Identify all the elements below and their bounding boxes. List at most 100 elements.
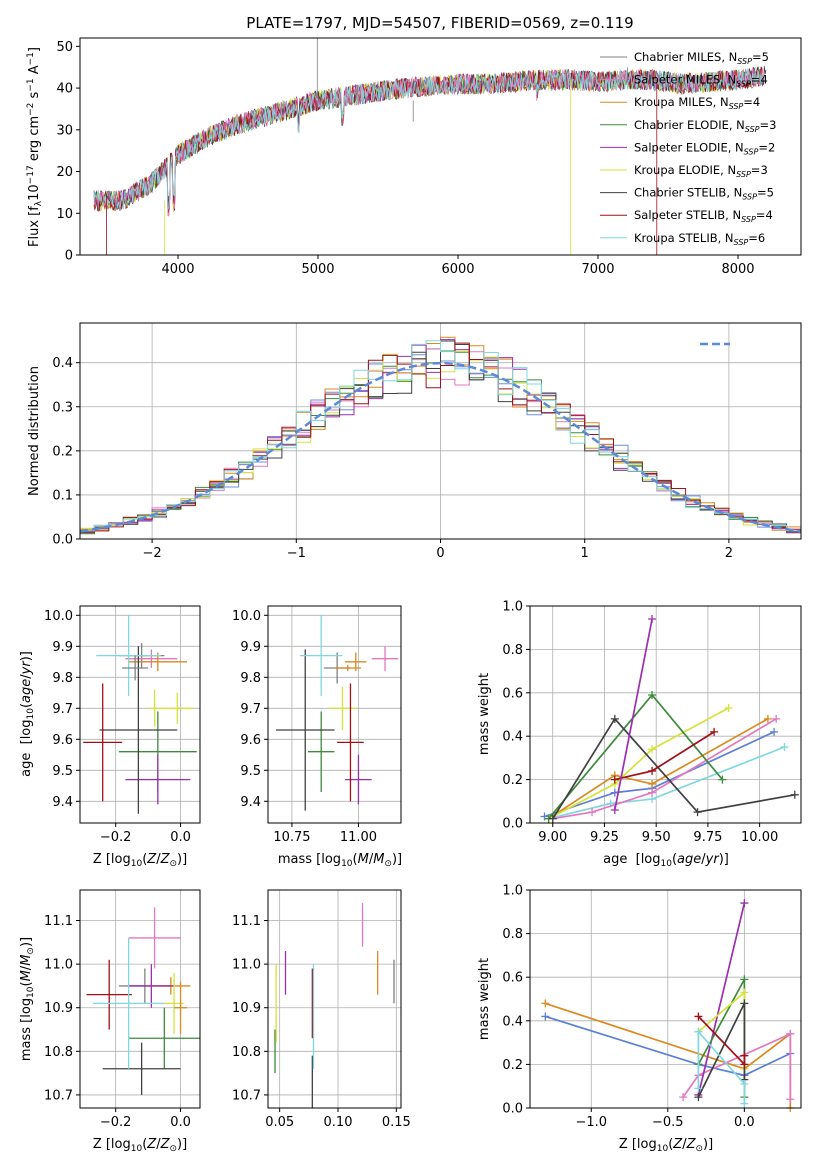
x-tick-label: 5000: [301, 262, 334, 277]
panel-weight-vs-age: 9.00 9.25 9.50 9.75 10.00 0.0 0.2 0.4 0.6 0.8 1.0 a…: [477, 600, 802, 869]
y-tick-label: 0.2: [502, 1058, 523, 1073]
weight-line-0: [545, 1015, 791, 1077]
legend-nssp-value: 5: [762, 50, 769, 64]
weight-marker: [740, 1080, 749, 1089]
weight-marker: [718, 775, 727, 784]
legend-nssp-eq: =: [760, 118, 770, 132]
legend-nssp-eq: =: [748, 231, 758, 245]
weight-marker: [648, 690, 657, 699]
legend-name: Kroupa STELIB: [634, 231, 718, 245]
y-tick-label: 11.0: [232, 958, 261, 973]
normal-curve: [80, 361, 801, 533]
legend-name: Kroupa ELODIE: [634, 163, 720, 177]
y-tick-label: 10: [56, 207, 73, 222]
y-tick-label: 10.9: [44, 1001, 73, 1016]
y-tick-label: 0.8: [502, 643, 523, 658]
x-tick-label: −1.0: [575, 1115, 607, 1130]
x-tick-label: 9.75: [693, 830, 722, 845]
y-tick-label: 0.0: [52, 533, 73, 548]
y-tick-label: 0.4: [52, 356, 73, 371]
plot-frame: [79, 605, 201, 824]
legend-nssp-prefix: , N: [720, 73, 736, 87]
x-tick-label: 1: [581, 546, 589, 561]
weight-marker: [548, 814, 557, 823]
legend-nssp-sub: SSP: [734, 238, 749, 247]
y-axis-label: mass weight: [477, 958, 492, 1040]
legend-label: Salpeter MILES, NSSP=4: [634, 73, 768, 89]
legend-label: Kroupa MILES, NSSP=4: [634, 95, 760, 111]
y-tick-label: 0.0: [502, 1102, 523, 1117]
x-tick-label: 6000: [441, 262, 474, 277]
legend-nssp-eq: =: [751, 73, 761, 87]
x-tick-label: 4000: [161, 262, 194, 277]
x-axis-label: Z [log10(Z/Z⊙)]: [93, 1137, 187, 1154]
legend-nssp-sub: SSP: [744, 147, 759, 156]
y-tick-label: 9.8: [52, 671, 73, 686]
y-tick-label: 1.0: [502, 884, 523, 899]
weight-line-6: [552, 717, 795, 820]
legend-nssp-prefix: , N: [718, 231, 734, 245]
y-tick-label: 10.7: [44, 1088, 73, 1103]
x-tick-label: 10.75: [273, 830, 310, 845]
weight-marker: [740, 899, 749, 908]
legend-nssp-sub: SSP: [729, 102, 744, 111]
y-tick-label: 9.9: [52, 640, 73, 655]
panel-mass-vs-Z: −0.2 0.0 10.7 10.8 10.9 11.0 11.1 Z [log10(Z/Z⊙…: [19, 889, 201, 1154]
weight-marker: [740, 1051, 749, 1060]
weight-marker: [541, 1012, 550, 1021]
weight-marker: [679, 1093, 688, 1102]
y-tick-label: 0.2: [502, 773, 523, 788]
y-tick-label: 9.9: [240, 640, 261, 655]
weight-marker: [693, 808, 702, 817]
weight-marker: [694, 1084, 703, 1093]
histograms: [80, 336, 801, 536]
plot-frame: [529, 889, 802, 1109]
weight-marker: [694, 1027, 703, 1036]
weight-line-4: [613, 618, 653, 811]
legend-name: Salpeter STELIB: [634, 208, 725, 222]
x-tick-label: 0.05: [265, 1115, 294, 1130]
x-tick-label: 8000: [721, 262, 754, 277]
weight-marker: [648, 788, 657, 797]
legend-label: Kroupa ELODIE, NSSP=3: [634, 163, 768, 179]
panel-spectrum: 4000 5000 6000 7000 8000 0 10 20 30 40 50 Flux [fλ1…: [26, 37, 802, 277]
weight-line-1: [552, 718, 777, 820]
x-axis-label: mass [log10(M/M⊙)]: [278, 852, 402, 869]
legend-nssp-value: 4: [760, 73, 767, 87]
y-tick-label: 40: [56, 82, 73, 97]
weight-marker: [780, 743, 789, 752]
legend-name: Kroupa MILES: [634, 95, 713, 109]
x-tick-label: −1: [287, 546, 306, 561]
legend-name: Salpeter ELODIE: [634, 140, 728, 154]
weight-marker: [770, 727, 779, 736]
spectrum-lines: [93, 38, 767, 255]
x-tick-label: 0: [436, 546, 444, 561]
plot-frame: [79, 37, 802, 256]
y-tick-label: 0.3: [52, 400, 73, 415]
legend-label: Salpeter STELIB, NSSP=4: [634, 208, 773, 224]
legend-nssp-value: 2: [768, 140, 775, 154]
weight-marker: [740, 1099, 749, 1108]
legend-nssp-sub: SSP: [736, 80, 751, 89]
weight-line-8: [697, 1029, 746, 1104]
y-tick-label: 50: [56, 40, 73, 55]
y-tick-label: 20: [56, 165, 73, 180]
y-tick-label: 11.0: [44, 958, 73, 973]
y-tick-label: 11.1: [44, 914, 73, 929]
weight-marker: [710, 727, 719, 736]
legend-nssp-prefix: , N: [726, 186, 742, 200]
x-tick-label: −0.2: [100, 1115, 132, 1130]
spectrum-line-8: [93, 67, 763, 211]
y-tick-label: 9.8: [240, 671, 261, 686]
legend-name: Chabrier ELODIE: [634, 118, 729, 132]
weight-marker: [724, 703, 733, 712]
y-tick-label: 10.9: [232, 1001, 261, 1016]
legend-nssp-value: 4: [765, 208, 772, 222]
x-tick-label: 0.0: [170, 1115, 191, 1130]
panel-weight-vs-Z: −1.0 −0.5 0.0 0.0 0.2 0.4 0.6 0.8 1.0 Z [log10(Z/…: [477, 884, 802, 1154]
plot-frame: [267, 889, 402, 1109]
y-tick-label: 0.1: [52, 488, 73, 503]
weight-line-8: [548, 746, 785, 820]
legend-label: Chabrier STELIB, NSSP=5: [634, 186, 774, 202]
